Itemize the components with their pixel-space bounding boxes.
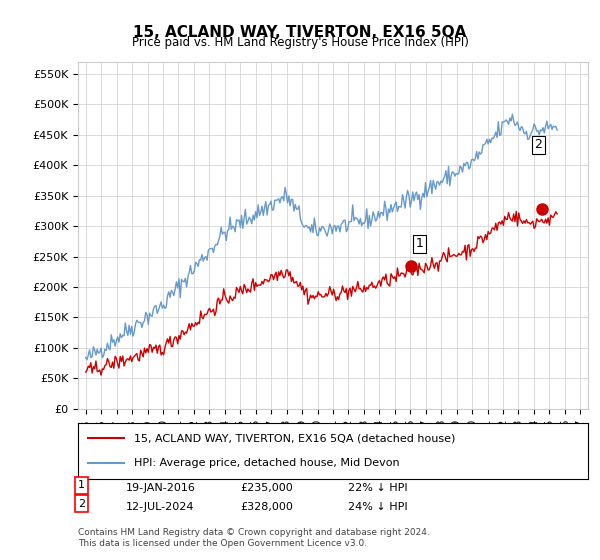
Text: 24% ↓ HPI: 24% ↓ HPI — [348, 502, 407, 512]
Text: 2: 2 — [535, 138, 542, 151]
Text: 1: 1 — [416, 237, 424, 250]
Text: £235,000: £235,000 — [240, 483, 293, 493]
Text: 22% ↓ HPI: 22% ↓ HPI — [348, 483, 407, 493]
Text: 1: 1 — [78, 480, 85, 491]
Text: Contains HM Land Registry data © Crown copyright and database right 2024.
This d: Contains HM Land Registry data © Crown c… — [78, 528, 430, 548]
Text: £328,000: £328,000 — [240, 502, 293, 512]
Text: Price paid vs. HM Land Registry's House Price Index (HPI): Price paid vs. HM Land Registry's House … — [131, 36, 469, 49]
Text: 12-JUL-2024: 12-JUL-2024 — [126, 502, 194, 512]
Text: 19-JAN-2016: 19-JAN-2016 — [126, 483, 196, 493]
Text: 2: 2 — [78, 499, 85, 509]
Text: HPI: Average price, detached house, Mid Devon: HPI: Average price, detached house, Mid … — [134, 458, 400, 468]
Text: 15, ACLAND WAY, TIVERTON, EX16 5QA (detached house): 15, ACLAND WAY, TIVERTON, EX16 5QA (deta… — [134, 433, 455, 444]
Text: 15, ACLAND WAY, TIVERTON, EX16 5QA: 15, ACLAND WAY, TIVERTON, EX16 5QA — [133, 25, 467, 40]
